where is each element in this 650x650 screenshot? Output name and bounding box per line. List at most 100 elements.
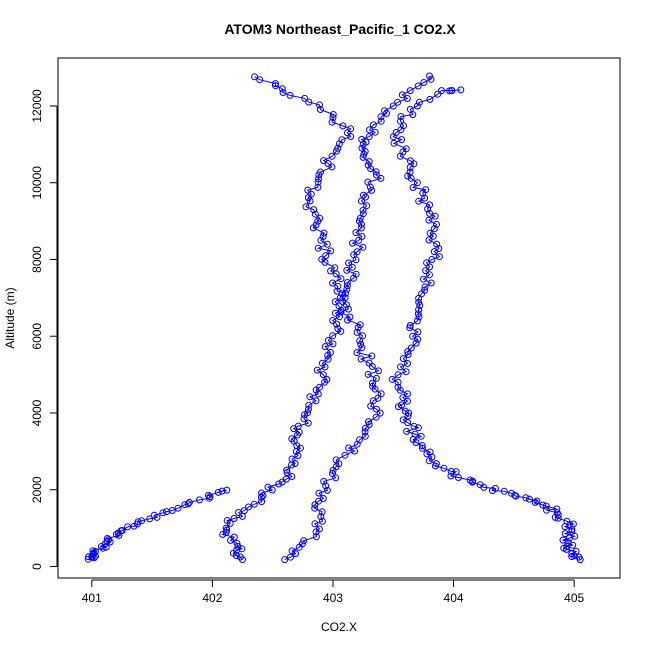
data-point — [238, 545, 246, 553]
data-point — [435, 245, 443, 252]
data-point — [457, 86, 465, 94]
data-point — [318, 255, 326, 263]
data-point — [223, 486, 231, 494]
data-point — [407, 344, 415, 352]
data-point — [251, 73, 259, 81]
data-point — [329, 317, 337, 324]
data-point — [288, 473, 296, 480]
data-point — [286, 91, 294, 99]
data-point — [343, 282, 351, 290]
data-point — [491, 484, 499, 492]
data-point — [322, 252, 330, 260]
data-point — [322, 482, 330, 490]
data-point — [351, 447, 359, 455]
data-point — [394, 98, 402, 106]
data-point — [294, 452, 302, 459]
data-point — [306, 197, 314, 205]
chart-title: ATOM3 Northeast_Pacific_1 CO2.X — [224, 21, 456, 37]
data-point — [334, 325, 342, 333]
data-point — [423, 259, 431, 267]
data-point — [333, 320, 341, 328]
data-point — [398, 136, 406, 144]
data-point — [359, 206, 367, 214]
data-point — [314, 244, 322, 252]
data-point — [290, 437, 298, 445]
y-axis-label: Altitude (m) — [3, 287, 17, 348]
data-point — [407, 174, 415, 182]
data-point — [440, 464, 448, 472]
data-point — [401, 407, 409, 415]
data-point — [343, 285, 351, 293]
data-point — [402, 368, 410, 376]
data-point — [539, 501, 547, 509]
data-point — [404, 351, 412, 358]
data-point — [341, 294, 349, 302]
data-point — [365, 418, 372, 426]
data-point — [334, 144, 342, 152]
data-point — [372, 168, 380, 176]
data-point — [361, 424, 369, 432]
data-point — [390, 139, 398, 147]
x-axis-label: CO2.X — [321, 620, 357, 634]
data-point — [324, 336, 332, 344]
data-point — [425, 236, 433, 244]
data-point — [336, 313, 343, 321]
data-point — [333, 287, 341, 295]
data-point — [542, 502, 550, 510]
data-point — [575, 553, 583, 561]
data-point — [352, 270, 360, 278]
data-point — [418, 442, 426, 450]
data-point — [420, 275, 427, 283]
data-point — [377, 174, 385, 182]
data-point — [329, 114, 337, 121]
data-point — [318, 517, 326, 525]
data-point — [358, 144, 366, 152]
data-point — [359, 243, 367, 251]
data-point — [419, 444, 426, 452]
data-point — [317, 513, 325, 521]
data-point — [310, 206, 318, 214]
data-point — [569, 520, 577, 528]
data-point — [404, 172, 412, 180]
data-point — [358, 135, 366, 143]
data-point — [389, 102, 397, 110]
data-point — [288, 435, 296, 443]
data-point — [288, 455, 296, 463]
data-point — [323, 486, 331, 494]
data-point — [313, 366, 321, 374]
data-point — [362, 193, 369, 201]
data-point — [406, 87, 414, 95]
data-point — [402, 145, 410, 153]
data-point — [272, 82, 279, 90]
data-point — [399, 416, 407, 424]
data-point — [318, 508, 326, 516]
data-point — [356, 436, 363, 444]
data-point — [301, 94, 309, 102]
data-point — [447, 472, 455, 480]
data-point — [275, 480, 283, 488]
data-point — [522, 494, 530, 502]
data-point — [352, 229, 360, 237]
data-point — [563, 517, 571, 525]
data-point — [323, 376, 331, 383]
data-point — [204, 491, 212, 499]
data-point — [312, 221, 320, 229]
data-point — [511, 491, 519, 499]
data-point — [365, 158, 373, 166]
data-point — [150, 511, 158, 519]
data-point — [361, 432, 369, 440]
data-point — [343, 279, 351, 286]
data-point — [397, 113, 405, 120]
data-point — [287, 553, 294, 561]
data-point — [500, 487, 508, 495]
data-point — [404, 390, 411, 398]
data-point — [413, 102, 421, 110]
data-point — [476, 481, 484, 489]
data-point — [394, 378, 402, 386]
data-point — [337, 275, 345, 283]
data-point — [298, 540, 306, 548]
data-point — [318, 359, 326, 367]
data-point — [447, 467, 455, 475]
data-point — [327, 267, 335, 275]
data-point — [112, 530, 120, 538]
